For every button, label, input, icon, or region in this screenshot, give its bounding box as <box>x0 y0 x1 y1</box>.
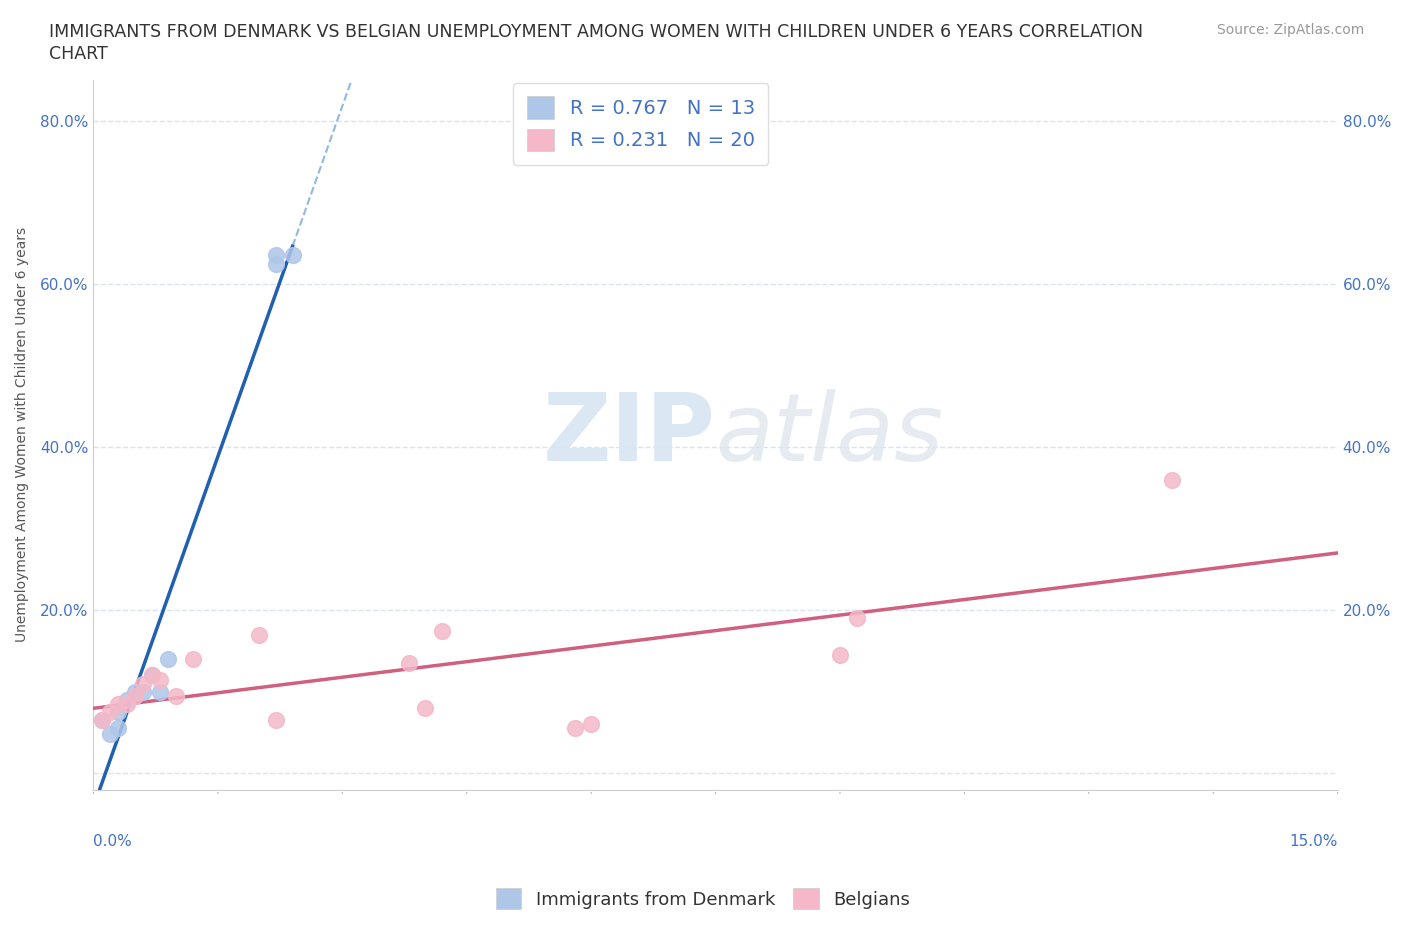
Point <box>281 248 304 263</box>
Point <box>264 248 287 263</box>
Point <box>107 721 129 736</box>
Point <box>398 656 420 671</box>
Point <box>430 623 453 638</box>
Point <box>107 697 129 711</box>
Point <box>579 717 602 732</box>
Point <box>132 676 155 691</box>
Point <box>149 672 172 687</box>
Legend: Immigrants from Denmark, Belgians: Immigrants from Denmark, Belgians <box>489 881 917 916</box>
Text: Source: ZipAtlas.com: Source: ZipAtlas.com <box>1216 23 1364 37</box>
Point <box>132 684 155 699</box>
Point <box>264 713 287 728</box>
Point <box>181 652 204 667</box>
Point <box>247 627 270 642</box>
Point <box>107 705 129 720</box>
Point <box>413 700 436 715</box>
Point <box>115 693 138 708</box>
Point <box>124 688 146 703</box>
Point <box>149 684 172 699</box>
Legend: R = 0.767   N = 13, R = 0.231   N = 20: R = 0.767 N = 13, R = 0.231 N = 20 <box>513 83 769 165</box>
Point <box>141 668 163 683</box>
Point <box>264 256 287 271</box>
Text: CHART: CHART <box>49 45 108 62</box>
Point <box>98 705 121 720</box>
Point <box>90 713 112 728</box>
Text: 15.0%: 15.0% <box>1289 834 1337 849</box>
Point <box>98 726 121 741</box>
Point <box>564 721 586 736</box>
Text: 0.0%: 0.0% <box>93 834 132 849</box>
Text: atlas: atlas <box>716 390 943 481</box>
Point <box>157 652 180 667</box>
Text: IMMIGRANTS FROM DENMARK VS BELGIAN UNEMPLOYMENT AMONG WOMEN WITH CHILDREN UNDER : IMMIGRANTS FROM DENMARK VS BELGIAN UNEMP… <box>49 23 1143 41</box>
Point <box>124 684 146 699</box>
Point <box>828 647 851 662</box>
Point <box>165 688 187 703</box>
Point <box>141 668 163 683</box>
Point <box>1160 472 1182 487</box>
Point <box>115 697 138 711</box>
Y-axis label: Unemployment Among Women with Children Under 6 years: Unemployment Among Women with Children U… <box>15 227 30 643</box>
Point <box>90 713 112 728</box>
Point <box>845 611 868 626</box>
Text: ZIP: ZIP <box>543 389 716 481</box>
